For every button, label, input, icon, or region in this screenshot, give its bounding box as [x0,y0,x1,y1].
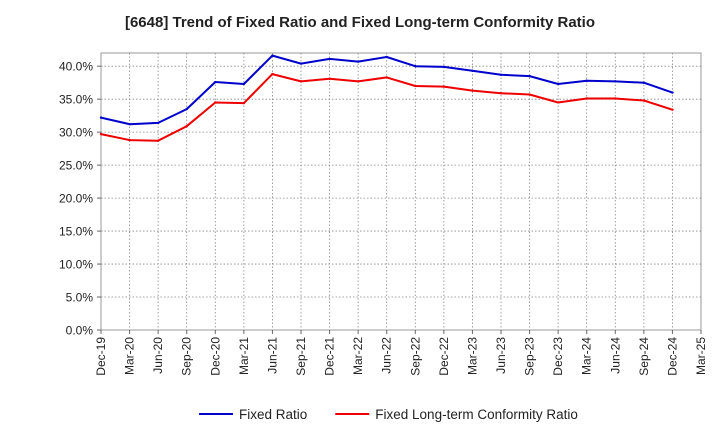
x-tick-label: Dec-24 [665,337,679,376]
data-point [385,55,388,59]
data-point [299,62,303,65]
data-point [671,108,674,111]
data-point [556,82,560,86]
legend-label: Fixed Long-term Conformity Ratio [375,407,578,422]
data-point [328,77,331,80]
data-point [356,80,360,83]
x-tick-label: Sep-21 [294,337,308,376]
y-tick-label: 20.0% [59,192,93,206]
data-point [328,57,331,61]
data-point [414,84,417,88]
x-tick-label: Dec-21 [323,337,337,376]
x-tick-label: Jun-22 [380,337,394,374]
x-tick-label: Sep-24 [637,337,651,376]
data-point [414,64,417,68]
x-tick-label: Dec-19 [94,337,108,376]
data-point [214,101,217,104]
y-tick-label: 10.0% [59,258,93,272]
data-point [528,93,531,96]
y-tick-label: 30.0% [59,126,93,140]
data-point [242,82,246,86]
data-point [128,123,131,126]
data-point [642,99,646,102]
data-point [299,80,303,83]
data-point [614,97,617,100]
x-tick-label: Jun-21 [265,337,279,374]
chart-title: [6648] Trend of Fixed Ratio and Fixed Lo… [124,14,596,31]
data-point [471,89,474,92]
y-tick-label: 5.0% [66,291,94,305]
data-point [271,72,274,76]
data-point [242,101,246,105]
data-point [671,91,674,94]
data-point [442,65,446,69]
y-tick-label: 0.0% [66,324,94,338]
data-point [156,139,160,142]
x-tick-label: Sep-20 [180,337,194,376]
x-tick-label: Mar-24 [580,337,594,375]
data-point [356,60,360,63]
x-tick-label: Dec-22 [437,337,451,376]
data-point [156,121,160,125]
data-point [499,73,503,76]
y-tick-label: 25.0% [59,159,93,173]
data-point [185,125,188,128]
x-tick-label: Jun-24 [608,337,622,374]
data-point [471,69,474,73]
x-tick-label: Mar-23 [465,337,479,375]
x-tick-label: Jun-23 [494,337,508,374]
x-tick-label: Mar-20 [123,337,137,375]
data-point [499,92,503,95]
y-tick-label: 40.0% [59,60,93,74]
data-point [528,74,531,78]
x-tick-label: Sep-23 [523,337,537,376]
data-point [442,85,446,88]
data-point [642,81,646,84]
y-tick-label: 15.0% [59,225,93,239]
x-tick-label: Jun-20 [151,337,165,374]
data-point [556,101,560,104]
data-point [271,54,274,57]
plot-area [100,52,702,331]
x-tick-label: Dec-23 [551,337,565,376]
x-tick-label: Dec-20 [208,337,222,376]
data-point [99,132,103,136]
x-tick-label: Mar-22 [351,337,365,375]
legend-label: Fixed Ratio [239,407,307,422]
data-point [214,80,217,84]
x-tick-label: Mar-25 [694,337,708,375]
data-point [614,80,617,83]
data-point [99,116,103,119]
data-point [585,79,588,82]
y-tick-label: 35.0% [59,93,93,107]
data-point [585,97,588,100]
x-tick-label: Sep-22 [408,337,422,376]
x-tick-label: Mar-21 [237,337,251,375]
data-point [185,107,188,111]
data-point [385,76,388,79]
data-point [128,138,131,142]
